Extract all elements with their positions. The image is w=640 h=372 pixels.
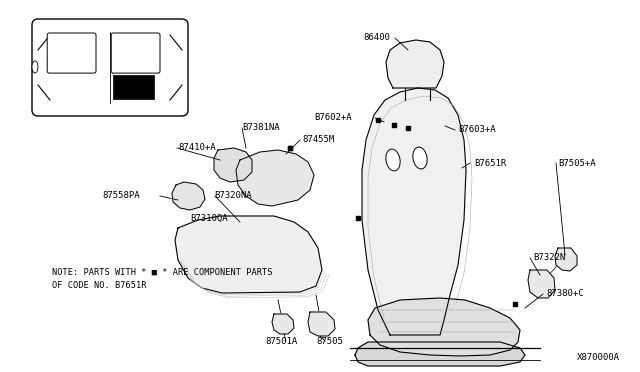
Polygon shape [362, 88, 466, 335]
FancyBboxPatch shape [47, 33, 96, 73]
Text: NOTE: PARTS WITH * ■ * ARE COMPONENT PARTS: NOTE: PARTS WITH * ■ * ARE COMPONENT PAR… [52, 267, 273, 276]
Polygon shape [214, 148, 252, 182]
Bar [113, 75, 154, 99]
Text: B7381NA: B7381NA [242, 124, 280, 132]
Polygon shape [386, 40, 444, 88]
Text: B7322N: B7322N [533, 253, 565, 263]
Text: X870000A: X870000A [577, 353, 620, 362]
Polygon shape [355, 342, 525, 366]
Text: B7651R: B7651R [474, 158, 506, 167]
Text: 87501A: 87501A [266, 337, 298, 346]
FancyBboxPatch shape [111, 33, 160, 73]
Polygon shape [236, 150, 314, 206]
FancyBboxPatch shape [32, 19, 188, 116]
Polygon shape [555, 248, 577, 271]
Text: B7603+A: B7603+A [458, 125, 495, 135]
Polygon shape [308, 312, 335, 336]
Polygon shape [172, 182, 205, 210]
Text: B7505+A: B7505+A [558, 158, 596, 167]
Text: 87380+C: 87380+C [546, 289, 584, 298]
Polygon shape [175, 216, 322, 293]
Text: B7320NA: B7320NA [214, 192, 252, 201]
Polygon shape [272, 314, 294, 334]
Text: 86400: 86400 [363, 33, 390, 42]
Text: 87558PA: 87558PA [102, 192, 140, 201]
Text: 87505: 87505 [317, 337, 344, 346]
Polygon shape [528, 270, 555, 298]
Text: OF CODE NO. B7651R: OF CODE NO. B7651R [52, 282, 147, 291]
Polygon shape [368, 298, 520, 356]
Text: 87410+A: 87410+A [178, 144, 216, 153]
Text: 87455M: 87455M [302, 135, 334, 144]
Ellipse shape [32, 61, 38, 73]
Text: B7602+A: B7602+A [314, 113, 352, 122]
Text: B7310QA: B7310QA [190, 214, 228, 222]
Ellipse shape [413, 147, 427, 169]
Ellipse shape [386, 149, 400, 171]
